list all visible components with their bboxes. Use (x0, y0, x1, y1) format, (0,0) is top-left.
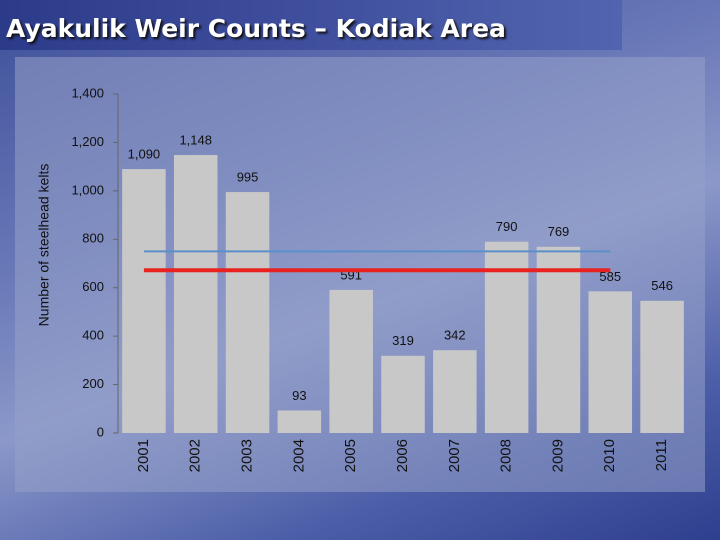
bar (536, 246, 581, 433)
x-tick-label: 2009 (549, 439, 566, 472)
bar (225, 192, 270, 433)
x-tick-label: 2002 (187, 439, 204, 472)
x-tick-label: 2001 (135, 439, 152, 472)
y-tick-label: 600 (82, 279, 104, 294)
x-tick-label: 2008 (498, 439, 515, 472)
value-label: 769 (548, 224, 570, 239)
slide-title: Ayakulik Weir Counts – Kodiak Area (0, 0, 622, 50)
x-tick-label: 2003 (239, 439, 256, 472)
bar (484, 241, 529, 433)
bar (588, 291, 633, 433)
bar (640, 300, 684, 433)
value-label: 319 (392, 333, 414, 348)
value-label: 342 (444, 328, 466, 343)
value-label: 585 (599, 269, 621, 284)
y-tick-label: 1,000 (71, 182, 104, 197)
value-label: 1,090 (128, 147, 161, 162)
y-tick-label: 1,200 (71, 134, 104, 149)
bar (173, 155, 218, 433)
bar (122, 169, 166, 434)
value-label: 790 (496, 219, 518, 234)
y-tick-label: 400 (82, 328, 104, 343)
y-axis-label: Number of steelhead kelts (36, 164, 52, 327)
bar (329, 289, 373, 433)
x-tick-label: 2005 (342, 439, 359, 472)
x-tick-label: 2007 (446, 439, 463, 472)
x-tick-label: 2011 (653, 439, 670, 471)
bar (381, 355, 425, 433)
x-tick-label: 2010 (601, 439, 618, 472)
value-label: 995 (237, 170, 259, 185)
value-label: 93 (292, 388, 306, 403)
x-tick-label: 2006 (394, 439, 411, 472)
value-label: 1,148 (179, 132, 212, 147)
x-tick-label: 2004 (290, 439, 307, 472)
bar (277, 410, 322, 433)
y-tick-label: 800 (82, 231, 104, 246)
y-tick-label: 1,400 (71, 85, 104, 100)
value-label: 546 (651, 278, 673, 293)
bar (433, 350, 477, 433)
y-tick-label: 0 (97, 424, 104, 439)
y-tick-label: 200 (82, 376, 104, 391)
